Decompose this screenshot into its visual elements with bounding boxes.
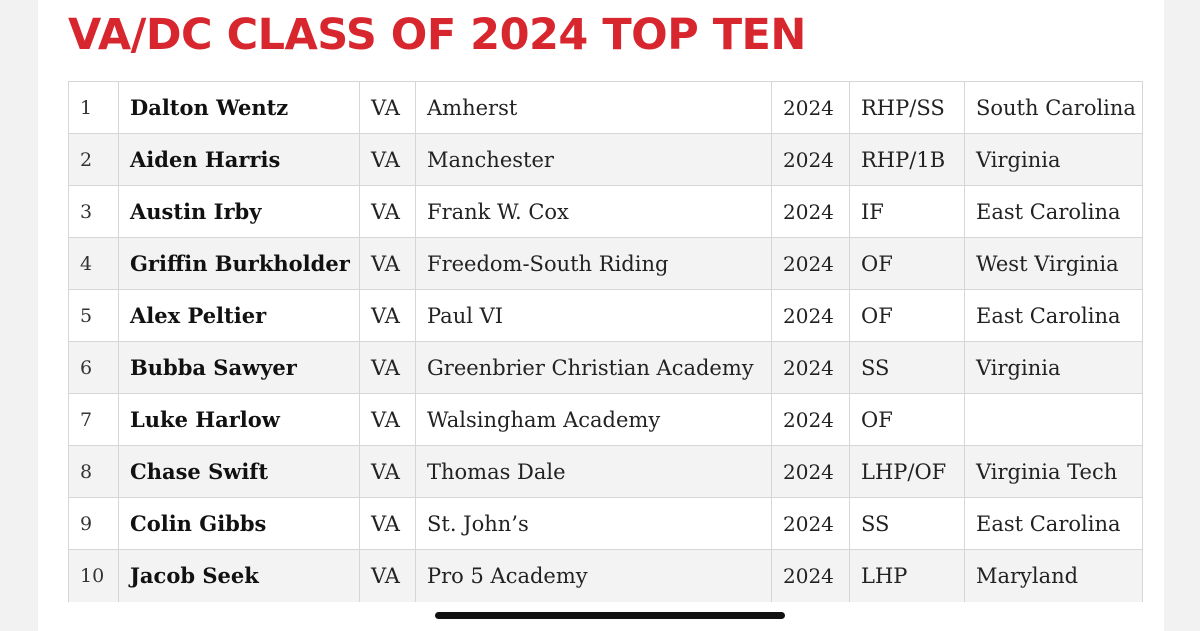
class-year-cell: 2024 [771,341,850,394]
school-cell: Pro 5 Academy [415,549,772,602]
school-cell: Thomas Dale [415,445,772,498]
class-year-cell: 2024 [771,237,850,290]
class-year-cell: 2024 [771,393,850,446]
table-row: 3 Austin Irby VA Frank W. Cox 2024 IF East Car… [68,185,1143,238]
rank-cell: 2 [68,133,119,186]
table-row: 8 Chase Swift VA Thomas Dale 2024 LHP/OF Virgi… [68,445,1143,498]
position-cell: OF [849,237,965,290]
commitment-cell: West Virginia [964,237,1143,290]
class-year-cell: 2024 [771,81,850,134]
school-cell: Amherst [415,81,772,134]
school-cell: Frank W. Cox [415,185,772,238]
school-cell: Paul VI [415,289,772,342]
player-name-cell: Chase Swift [118,445,360,498]
school-cell: St. John’s [415,497,772,550]
rankings-table: 1 Dalton Wentz VA Amherst 2024 RHP/SS South Ca… [68,81,1143,602]
player-name-cell: Aiden Harris [118,133,360,186]
position-cell: LHP [849,549,965,602]
school-cell: Greenbrier Christian Academy [415,341,772,394]
player-name-cell: Dalton Wentz [118,81,360,134]
state-cell: VA [359,237,416,290]
player-name-cell: Austin Irby [118,185,360,238]
state-cell: VA [359,341,416,394]
class-year-cell: 2024 [771,497,850,550]
class-year-cell: 2024 [771,289,850,342]
class-year-cell: 2024 [771,185,850,238]
state-cell: VA [359,289,416,342]
table-row: 9 Colin Gibbs VA St. John’s 2024 SS East Carol… [68,497,1143,550]
table-row: 1 Dalton Wentz VA Amherst 2024 RHP/SS South Ca… [68,81,1143,134]
commitment-cell: Virginia [964,341,1143,394]
state-cell: VA [359,185,416,238]
player-name-cell: Alex Peltier [118,289,360,342]
position-cell: RHP/1B [849,133,965,186]
player-name-cell: Griffin Burkholder [118,237,360,290]
rank-cell: 1 [68,81,119,134]
commitment-cell: South Carolina [964,81,1143,134]
state-cell: VA [359,497,416,550]
school-cell: Manchester [415,133,772,186]
commitment-cell: Virginia Tech [964,445,1143,498]
player-name-cell: Luke Harlow [118,393,360,446]
school-cell: Walsingham Academy [415,393,772,446]
player-name-cell: Bubba Sawyer [118,341,360,394]
school-cell: Freedom-South Riding [415,237,772,290]
home-indicator[interactable] [435,612,785,619]
state-cell: VA [359,393,416,446]
position-cell: SS [849,341,965,394]
player-name-cell: Jacob Seek [118,549,360,602]
state-cell: VA [359,549,416,602]
rank-cell: 5 [68,289,119,342]
rank-cell: 7 [68,393,119,446]
table-row: 10 Jacob Seek VA Pro 5 Academy 2024 LHP Maryla… [68,549,1143,602]
state-cell: VA [359,81,416,134]
commitment-cell: East Carolina [964,185,1143,238]
rank-cell: 8 [68,445,119,498]
state-cell: VA [359,445,416,498]
commitment-cell: Virginia [964,133,1143,186]
table-row: 5 Alex Peltier VA Paul VI 2024 OF East Carolin… [68,289,1143,342]
table-row: 4 Griffin Burkholder VA Freedom-South Ridin… [68,237,1143,290]
table-row: 6 Bubba Sawyer VA Greenbrier Christian Acad… [68,341,1143,394]
rank-cell: 6 [68,341,119,394]
position-cell: SS [849,497,965,550]
class-year-cell: 2024 [771,133,850,186]
rank-cell: 4 [68,237,119,290]
table-row: 2 Aiden Harris VA Manchester 2024 RHP/1B Virgi… [68,133,1143,186]
position-cell: IF [849,185,965,238]
page-title: VA/DC CLASS OF 2024 TOP TEN [68,10,806,60]
commitment-cell [964,393,1143,446]
class-year-cell: 2024 [771,445,850,498]
commitment-cell: Maryland [964,549,1143,602]
rankings-table-body: 1 Dalton Wentz VA Amherst 2024 RHP/SS South Ca… [68,81,1143,602]
table-row: 7 Luke Harlow VA Walsingham Academy 2024 OF [68,393,1143,446]
rank-cell: 10 [68,549,119,602]
rank-cell: 3 [68,185,119,238]
rank-cell: 9 [68,497,119,550]
position-cell: OF [849,289,965,342]
commitment-cell: East Carolina [964,289,1143,342]
state-cell: VA [359,133,416,186]
position-cell: LHP/OF [849,445,965,498]
position-cell: RHP/SS [849,81,965,134]
class-year-cell: 2024 [771,549,850,602]
player-name-cell: Colin Gibbs [118,497,360,550]
commitment-cell: East Carolina [964,497,1143,550]
position-cell: OF [849,393,965,446]
